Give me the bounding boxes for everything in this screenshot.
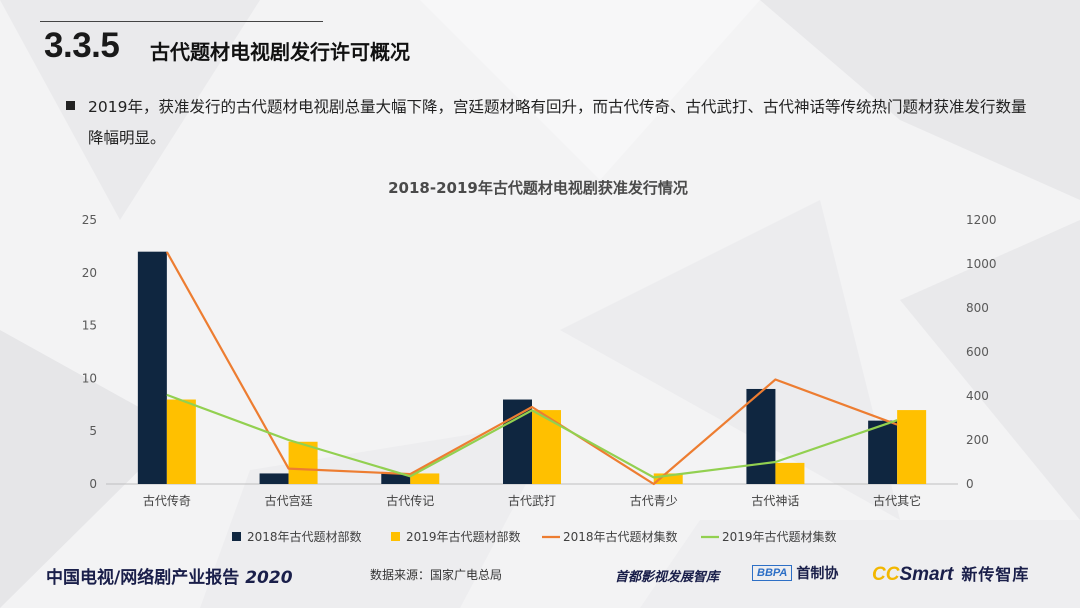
x-tick-label: 古代传记 — [386, 493, 434, 508]
ccsmart-cc: CC — [872, 564, 900, 585]
section-number: 3.3.5 — [44, 26, 120, 65]
bar-2019 — [166, 399, 196, 484]
left-axis: 0 5 10 15 20 25 — [82, 213, 97, 491]
bar-2018 — [381, 473, 411, 484]
left-tick-label: 20 — [82, 266, 97, 280]
bar-series — [137, 251, 927, 484]
summary-paragraph: 2019年，获准发行的古代题材电视剧总量大幅下降，宫廷题材略有回升，而古代传奇、… — [88, 98, 1027, 147]
right-tick-label: 200 — [966, 433, 989, 447]
bar-2019 — [532, 410, 561, 484]
right-axis: 0 200 400 600 800 1000 1200 — [966, 213, 997, 491]
bar-2019 — [410, 473, 440, 484]
ccsmart-text: 新传智库 — [961, 565, 1030, 584]
capital-think-tank-logo: 首都影视发展智库 — [615, 570, 720, 585]
x-tick-label: 古代神话 — [751, 493, 799, 508]
left-tick-label: 5 — [89, 424, 97, 438]
bar-2018 — [746, 388, 776, 484]
bar-2018 — [259, 473, 289, 484]
right-tick-label: 1200 — [966, 213, 997, 227]
bbpa-logo: BBPA 首制协 — [752, 563, 838, 583]
x-tick-label: 古代传奇 — [143, 493, 191, 508]
x-tick-label: 古代宫廷 — [265, 493, 313, 508]
legend-label: 2018年古代题材部数 — [247, 529, 362, 544]
ccsmart-logo: CC Smart 新传智库 — [872, 561, 1029, 586]
right-tick-label: 1000 — [966, 257, 997, 271]
legend-label: 2019年古代题材集数 — [722, 529, 837, 544]
bar-2019 — [288, 441, 318, 484]
bullet-square-icon — [66, 101, 75, 110]
right-tick-label: 800 — [966, 301, 989, 315]
right-tick-label: 400 — [966, 389, 989, 403]
x-tick-label: 古代青少 — [630, 493, 678, 508]
header-rule — [40, 21, 323, 22]
data-source: 数据来源：国家广电总局 — [370, 568, 503, 582]
bar-2018 — [868, 420, 898, 484]
left-tick-label: 25 — [82, 213, 97, 227]
legend-label: 2018年古代题材集数 — [563, 529, 678, 544]
legend-swatch — [232, 532, 241, 541]
bar-2019 — [775, 462, 805, 484]
report-title: 中国电视/网络剧产业报告 2020 — [46, 563, 293, 588]
line-series — [165, 251, 898, 486]
chart-title: 2018-2019年古代题材电视剧获准发行情况 — [388, 179, 688, 197]
bar-2018 — [137, 251, 167, 484]
right-tick-label: 0 — [966, 477, 974, 491]
left-tick-label: 0 — [89, 477, 97, 491]
bbpa-text: 首制协 — [796, 566, 839, 582]
section-title: 古代题材电视剧发行许可概况 — [150, 40, 410, 64]
x-axis-labels: 古代传奇 古代宫廷 古代传记 古代武打 古代青少 古代神话 古代其它 — [143, 493, 921, 508]
legend-label: 2019年古代题材部数 — [406, 529, 521, 544]
left-tick-label: 15 — [82, 319, 97, 333]
bbpa-mark: BBPA — [752, 565, 793, 581]
report-title-text: 中国电视/网络剧产业报告 — [46, 568, 240, 588]
legend-swatch — [391, 532, 400, 541]
right-tick-label: 600 — [966, 345, 989, 359]
bar-2019 — [653, 473, 683, 484]
combo-chart: 2018-2019年古代题材电视剧获准发行情况 0 5 10 15 20 25 0 200 4… — [82, 179, 997, 544]
ccsmart-smart: Smart — [899, 564, 954, 585]
bar-2019 — [897, 410, 927, 484]
chart-legend: 2018年古代题材部数 2019年古代题材部数 2018年古代题材集数 2019年古代… — [232, 529, 837, 544]
report-year: 2020 — [245, 568, 293, 588]
x-tick-label: 古代武打 — [508, 493, 556, 508]
x-tick-label: 古代其它 — [873, 493, 921, 508]
left-tick-label: 10 — [82, 371, 97, 385]
